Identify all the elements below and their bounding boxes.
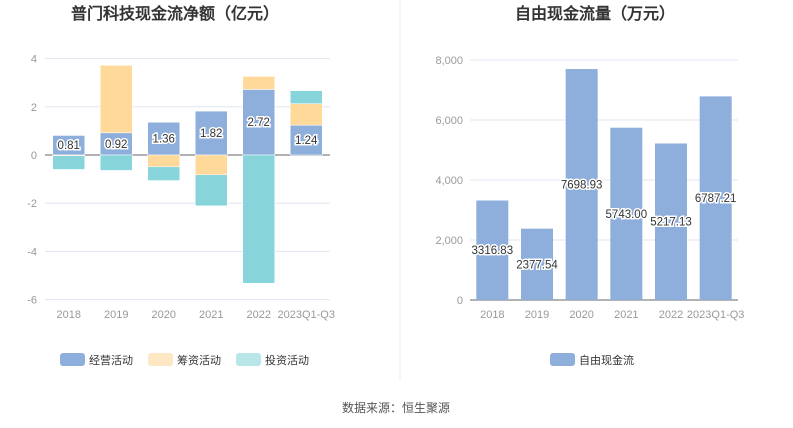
legend-swatch xyxy=(148,353,173,366)
data-label: 6787.21 xyxy=(695,193,737,205)
y-tick-label: 6,000 xyxy=(435,115,463,127)
bar-投资活动-2022 xyxy=(242,154,275,284)
bar-投资活动-2023Q1-Q3 xyxy=(290,90,323,104)
data-label: 2377.54 xyxy=(516,259,558,271)
x-tick-label: 2023Q1-Q3 xyxy=(278,309,335,321)
x-tick-label: 2020 xyxy=(569,309,593,321)
x-tick-label: 2019 xyxy=(525,309,549,321)
bar-fcf-2022 xyxy=(655,143,687,300)
y-tick-label: -6 xyxy=(27,295,37,307)
data-label: 0.81 xyxy=(58,140,80,152)
data-label: 0.92 xyxy=(105,139,127,151)
source-note: 数据来源：恒生聚源 xyxy=(342,400,450,415)
y-tick-label: 0 xyxy=(31,150,37,162)
bar-投资活动-2021 xyxy=(195,174,228,207)
x-tick-label: 2022 xyxy=(659,309,683,321)
data-label: 5743.00 xyxy=(606,209,648,221)
bar-fcf-2021 xyxy=(610,127,643,301)
data-label: 5217.13 xyxy=(650,217,692,229)
y-tick-label: 0 xyxy=(457,295,463,307)
data-label: 1.36 xyxy=(153,134,175,146)
bar-fcf-2019 xyxy=(521,228,553,300)
bar-筹资活动-2023Q1-Q3 xyxy=(290,103,323,126)
x-tick-label: 2020 xyxy=(152,309,176,321)
y-tick-label: -2 xyxy=(27,198,37,210)
x-tick-label: 2021 xyxy=(199,309,223,321)
bar-投资活动-2020 xyxy=(147,166,180,181)
y-tick-label: 4 xyxy=(31,54,37,66)
legend-swatch xyxy=(236,353,261,366)
x-tick-label: 2019 xyxy=(104,309,128,321)
legend-label: 经营活动 xyxy=(89,353,133,367)
data-label: 7698.93 xyxy=(561,180,603,192)
bar-经营活动-2023Q1-Q3 xyxy=(290,124,323,156)
y-tick-label: 2 xyxy=(31,102,37,114)
data-label: 1.24 xyxy=(295,135,318,147)
y-tick-label: -4 xyxy=(27,246,37,258)
bar-筹资活动-2021 xyxy=(195,154,228,176)
bar-经营活动-2022 xyxy=(242,89,275,156)
bar-筹资活动-2019 xyxy=(100,65,133,134)
data-label: 3316.83 xyxy=(472,245,514,257)
right-chart-title: 自由现金流量（万元） xyxy=(515,4,675,23)
data-label: 2.72 xyxy=(248,117,270,129)
bar-经营活动-2020 xyxy=(147,121,180,156)
bar-筹资活动-2022 xyxy=(242,76,275,90)
left-chart-title: 普门科技现金流净额（亿元） xyxy=(71,4,279,23)
legend-swatch xyxy=(550,353,575,366)
y-tick-label: 8,000 xyxy=(435,55,463,67)
bar-fcf-2020 xyxy=(565,69,598,300)
x-tick-label: 2018 xyxy=(57,309,81,321)
x-tick-label: 2023Q1-Q3 xyxy=(687,309,744,321)
legend-label: 投资活动 xyxy=(265,353,309,367)
y-tick-label: 2,000 xyxy=(435,235,463,247)
bar-筹资活动-2020 xyxy=(147,154,180,168)
bar-投资活动-2018 xyxy=(52,155,85,170)
legend-label: 自由现金流 xyxy=(579,353,634,367)
bar-经营活动-2021 xyxy=(195,110,228,156)
x-tick-label: 2018 xyxy=(480,309,504,321)
y-tick-label: 4,000 xyxy=(435,175,463,187)
bar-fcf-2018 xyxy=(476,200,509,300)
bar-fcf-2023Q1-Q3 xyxy=(699,96,732,300)
legend-swatch xyxy=(60,353,85,366)
data-label: 1.82 xyxy=(200,128,222,140)
x-tick-label: 2021 xyxy=(614,309,638,321)
x-tick-label: 2022 xyxy=(247,309,271,321)
legend-label: 筹资活动 xyxy=(177,353,221,367)
bar-投资活动-2019 xyxy=(100,154,133,171)
